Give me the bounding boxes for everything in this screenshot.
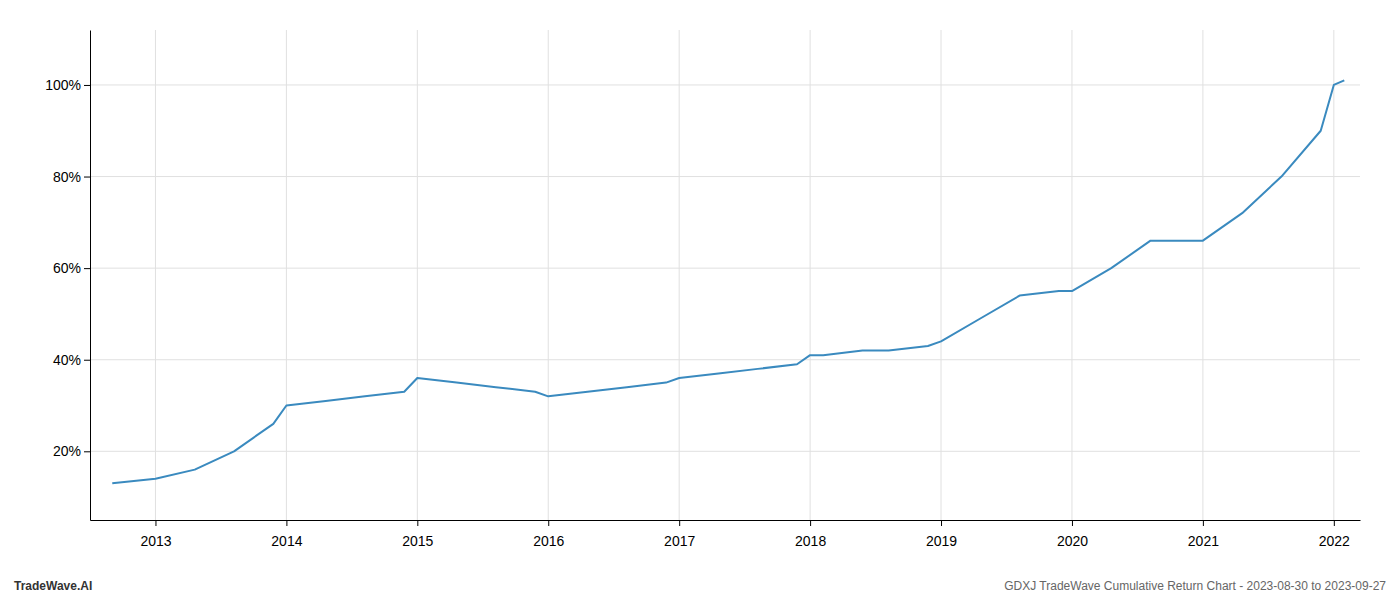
tick-mark [84, 177, 90, 178]
grid-line [286, 30, 287, 520]
tick-mark [84, 268, 90, 269]
grid-line [90, 359, 1360, 360]
tick-label: 80% [53, 169, 81, 185]
tick-label: 100% [45, 77, 81, 93]
x-tick: 2019 [926, 520, 957, 549]
x-tick: 2015 [402, 520, 433, 549]
tick-label: 40% [53, 352, 81, 368]
grid-line [1202, 30, 1203, 520]
plot-area [112, 80, 1344, 483]
x-tick: 2018 [795, 520, 826, 549]
y-axis: 20% 40% 60% 80% 100% [45, 31, 90, 521]
tick-label: 2014 [271, 533, 302, 549]
y-tick: 100% [45, 77, 90, 93]
tick-mark [1203, 520, 1204, 526]
x-tick: 2013 [140, 520, 171, 549]
tick-label: 2020 [1057, 533, 1088, 549]
grid-line [417, 30, 418, 520]
tick-label: 2017 [664, 533, 695, 549]
tick-mark [286, 520, 287, 526]
chart: 2013 2014 2015 2016 2017 2018 2019 2020 2021 2022… [0, 0, 1400, 600]
tick-mark [810, 520, 811, 526]
tick-mark [417, 520, 418, 526]
grid-line [90, 268, 1360, 269]
tick-label: 2016 [533, 533, 564, 549]
tick-mark [155, 520, 156, 526]
tick-mark [941, 520, 942, 526]
x-tick: 2014 [271, 520, 302, 549]
tick-label: 2013 [140, 533, 171, 549]
y-tick: 40% [53, 352, 90, 368]
tick-label: 60% [53, 260, 81, 276]
footer-left: TradeWave.AI [14, 579, 92, 593]
grid-line [155, 30, 156, 520]
tick-label: 2021 [1188, 533, 1219, 549]
y-tick: 60% [53, 260, 90, 276]
grid-line [679, 30, 680, 520]
tick-mark [84, 85, 90, 86]
grid-line [1333, 30, 1334, 520]
axis-line [90, 31, 91, 521]
tick-mark [548, 520, 549, 526]
grid-line [548, 30, 549, 520]
tick-mark [84, 451, 90, 452]
grid-line [90, 84, 1360, 85]
x-tick: 2022 [1319, 520, 1350, 549]
grid-line [90, 451, 1360, 452]
tick-label: 2015 [402, 533, 433, 549]
x-tick: 2021 [1188, 520, 1219, 549]
grid-line [1071, 30, 1072, 520]
axis-line [91, 520, 1361, 521]
x-tick: 2020 [1057, 520, 1088, 549]
tick-label: 20% [53, 443, 81, 459]
grid [90, 30, 1360, 520]
tick-mark [1072, 520, 1073, 526]
footer-right: GDXJ TradeWave Cumulative Return Chart -… [1004, 579, 1386, 593]
tick-label: 2018 [795, 533, 826, 549]
grid-line [810, 30, 811, 520]
grid-line [90, 176, 1360, 177]
tick-mark [679, 520, 680, 526]
y-tick: 20% [53, 443, 90, 459]
line [112, 80, 1344, 483]
y-tick: 80% [53, 169, 90, 185]
x-axis: 2013 2014 2015 2016 2017 2018 2019 2020 2021 2022 [91, 520, 1361, 549]
tick-mark [84, 360, 90, 361]
x-tick: 2016 [533, 520, 564, 549]
tick-label: 2019 [926, 533, 957, 549]
tick-label: 2022 [1319, 533, 1350, 549]
grid-line [941, 30, 942, 520]
x-tick: 2017 [664, 520, 695, 549]
tick-mark [1334, 520, 1335, 526]
